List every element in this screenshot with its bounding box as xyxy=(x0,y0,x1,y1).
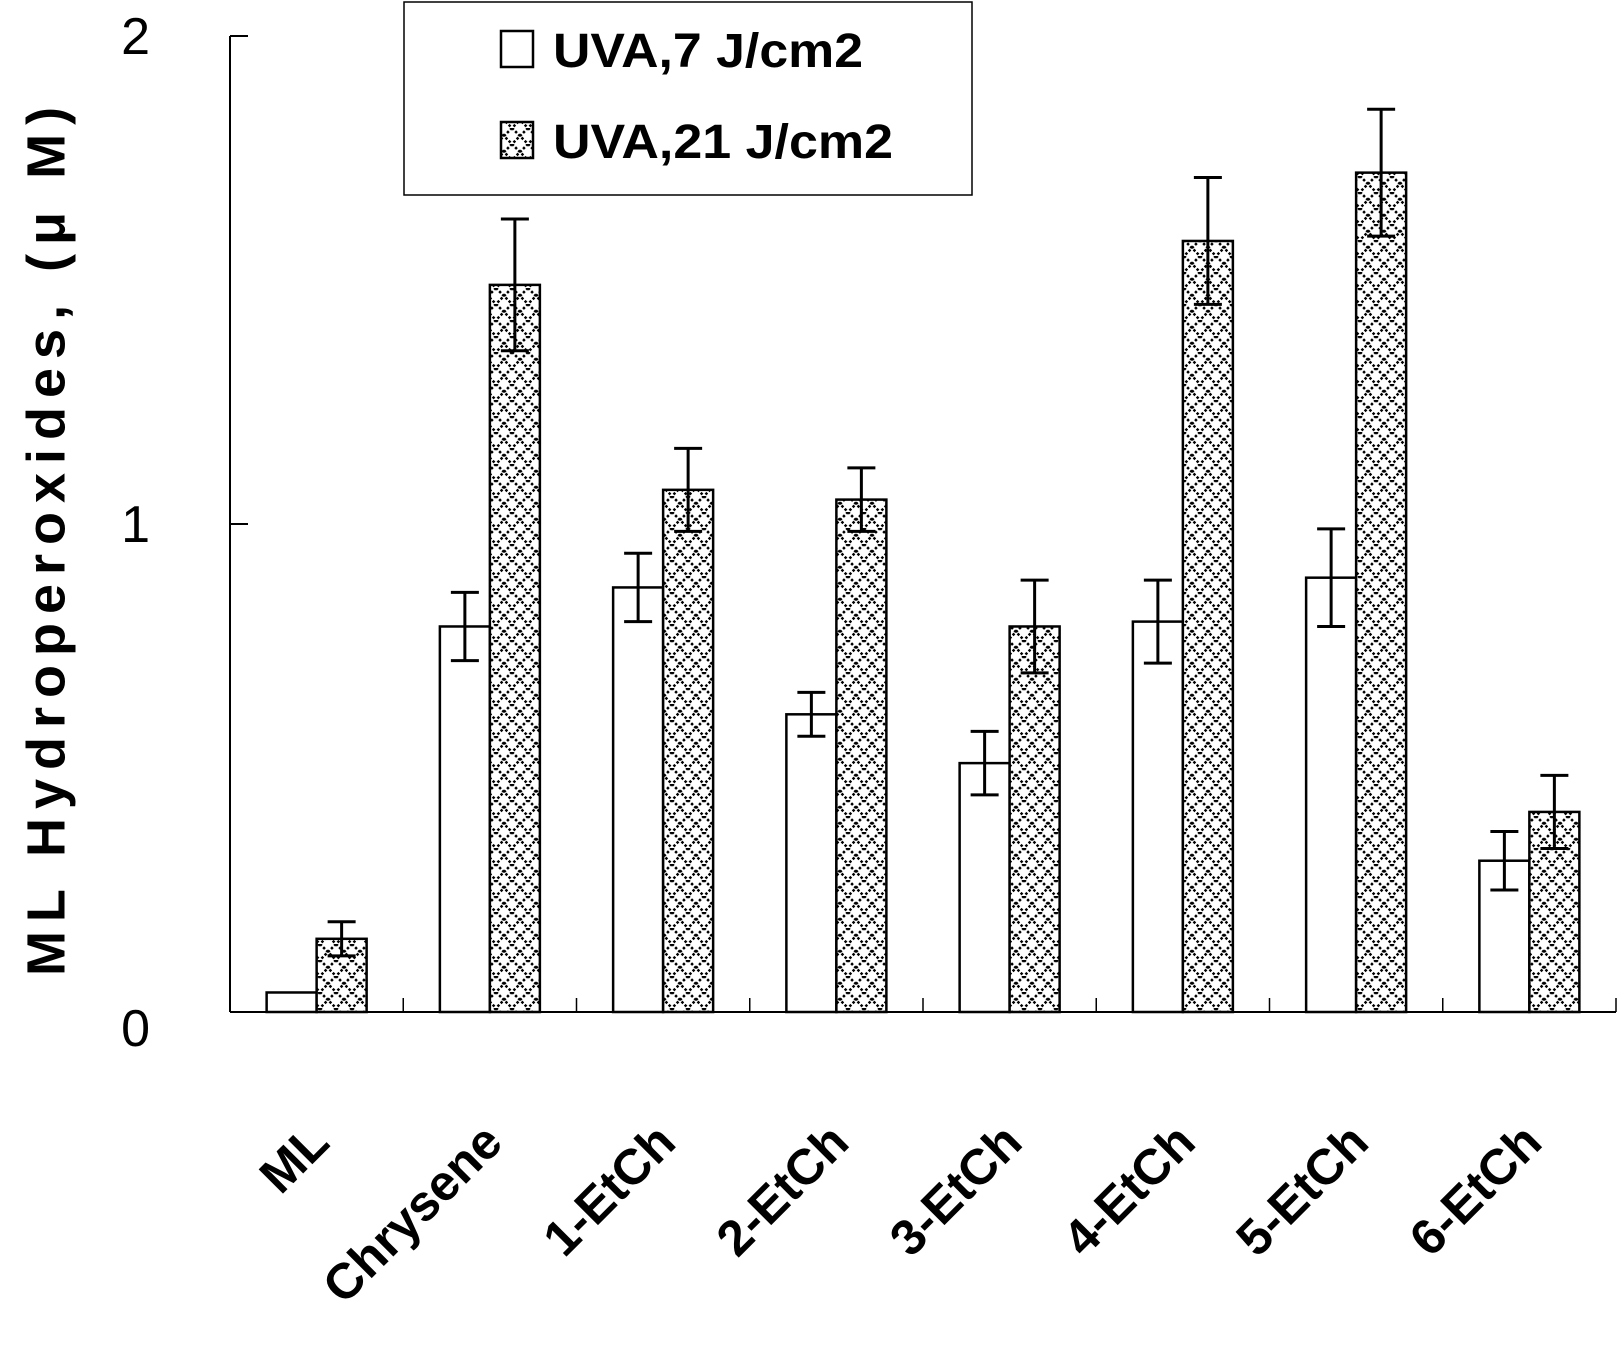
error-bar xyxy=(970,729,999,797)
legend-box xyxy=(403,1,973,196)
legend-label-series-2: UVA,21 J/cm2 xyxy=(553,116,893,169)
bar-ml-series-1 xyxy=(265,991,318,1014)
bar-chrysene-series-1 xyxy=(438,625,492,1014)
bar-2-etch-series-1 xyxy=(785,713,838,1014)
error-bar xyxy=(624,551,653,624)
error-bar xyxy=(1317,527,1346,628)
bar-3-etch-series-1 xyxy=(958,761,1011,1014)
bar-chrysene-series-2 xyxy=(488,283,542,1014)
error-bar xyxy=(847,466,876,533)
y-tick-label: 0 xyxy=(121,1000,150,1058)
error-bar xyxy=(1490,829,1519,892)
error-bar xyxy=(1540,773,1569,851)
legend-swatch-crosshatch xyxy=(499,120,535,160)
category-label: 5-EtCh xyxy=(1225,1113,1379,1267)
bar-1-etch-series-2 xyxy=(661,488,715,1014)
error-bar xyxy=(674,446,703,533)
y-axis-ticks: 0 1 2 xyxy=(121,8,248,1058)
error-bar xyxy=(500,217,529,353)
error-bars xyxy=(327,107,1569,958)
y-axis-title: ML Hydroperoxides, (μ M) xyxy=(16,98,76,976)
bar-3-etch-series-2 xyxy=(1008,625,1061,1014)
bar-2-etch-series-2 xyxy=(835,498,888,1014)
category-label: ML xyxy=(249,1113,340,1204)
category-label: 2-EtCh xyxy=(706,1113,860,1267)
bar-ml-series-2 xyxy=(315,937,368,1014)
legend-label-series-1: UVA,7 J/cm2 xyxy=(553,25,863,78)
bars xyxy=(265,171,1581,1014)
error-bar xyxy=(1143,578,1172,665)
category-label: 4-EtCh xyxy=(1052,1113,1206,1267)
bar-1-etch-series-1 xyxy=(611,586,665,1014)
error-bar xyxy=(1367,107,1396,238)
category-label: 6-EtCh xyxy=(1399,1113,1553,1267)
bar-4-etch-series-1 xyxy=(1131,620,1185,1014)
error-bar xyxy=(797,690,826,738)
legend: UVA,7 J/cm2 UVA,21 J/cm2 xyxy=(403,1,973,196)
error-bar xyxy=(1193,176,1222,306)
legend-swatch-open xyxy=(499,29,535,69)
y-tick-label: 1 xyxy=(121,496,150,554)
category-label: 3-EtCh xyxy=(879,1113,1033,1267)
bar-4-etch-series-2 xyxy=(1181,239,1235,1014)
category-label: Chrysene xyxy=(312,1113,513,1314)
y-tick-label: 2 xyxy=(121,8,150,66)
x-axis-ticks xyxy=(402,998,1617,1012)
bar-5-etch-series-1 xyxy=(1304,576,1358,1014)
bar-5-etch-series-2 xyxy=(1354,171,1408,1014)
error-bar xyxy=(450,590,479,663)
error-bar xyxy=(1020,578,1049,675)
category-label: 1-EtCh xyxy=(532,1113,686,1267)
error-bar xyxy=(327,920,356,958)
